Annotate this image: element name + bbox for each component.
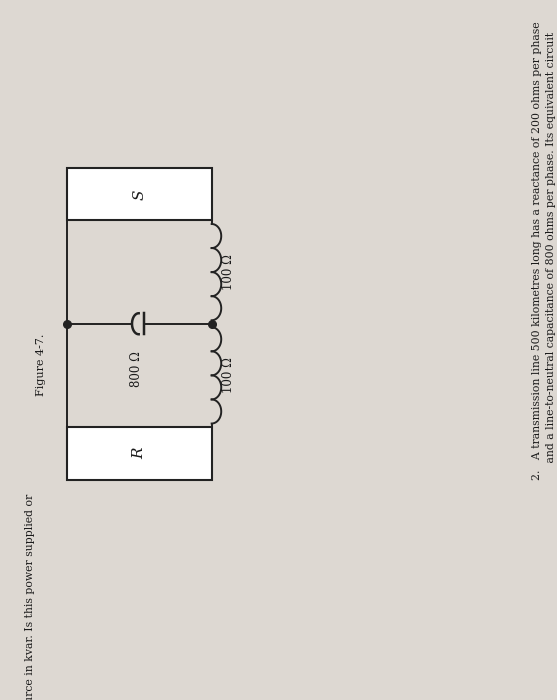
Text: 800 Ω: 800 Ω bbox=[130, 351, 143, 387]
Bar bbox=[67, 168, 212, 220]
Bar bbox=[67, 427, 212, 480]
Text: 100 Ω: 100 Ω bbox=[222, 358, 235, 393]
Text: 2.   A transmission line 500 kilometres long has a reactance of 200 ohms per pha: 2. A transmission line 500 kilometres lo… bbox=[532, 21, 557, 480]
Text: S: S bbox=[132, 189, 146, 199]
Text: Figure 4-7.: Figure 4-7. bbox=[36, 333, 46, 395]
Text: R: R bbox=[132, 447, 146, 459]
Text: Calculate the reactive power of the source in kvar. Is this power supplied or
ab: Calculate the reactive power of the sour… bbox=[25, 494, 48, 700]
Text: 100 Ω: 100 Ω bbox=[222, 254, 235, 290]
